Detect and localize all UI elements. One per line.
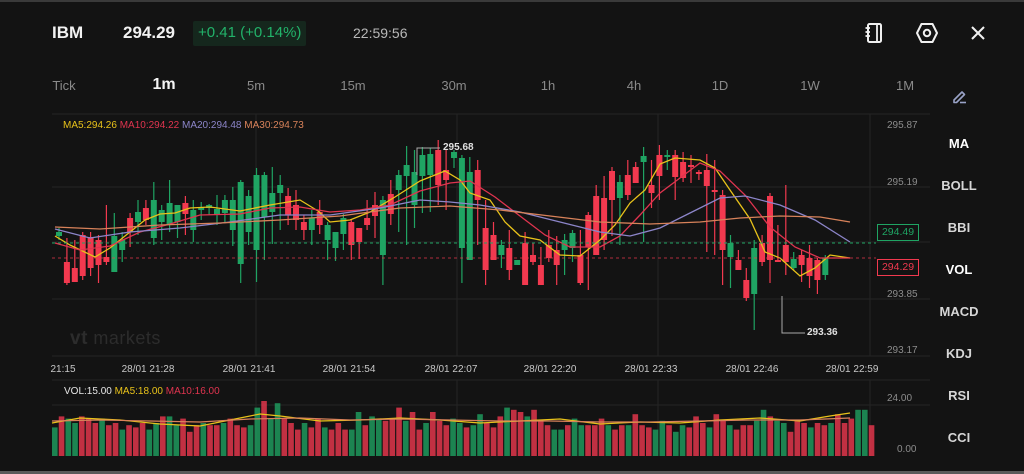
tab-5m[interactable]: 5m [246,78,266,93]
tab-15m[interactable]: 15m [340,78,366,93]
indicator-cci[interactable]: CCI [947,430,971,445]
volume-axis-label: 24.00 [887,393,913,404]
indicator-boll[interactable]: BOLL [941,178,977,193]
tab-4h[interactable]: 4h [626,78,642,93]
price-axis-label: 295.87 [887,120,918,131]
tab-1d[interactable]: 1D [711,78,729,93]
time-axis-label: 28/01 22:59 [825,364,879,375]
top-bar: IBM 294.29 +0.41 (+0.14%) 22:59:56 [0,0,1024,64]
vol-value: VOL:15.00 [64,386,112,397]
time-axis-label: 28/01 21:41 [222,364,276,375]
draw-pen-icon[interactable] [951,87,969,105]
ma-legend: MA5:294.26 MA10:294.22 MA20:294.48 MA30:… [63,120,304,131]
volume-bars [52,401,875,456]
ma30-value: MA30:294.73 [244,120,304,131]
close-icon[interactable] [965,20,991,46]
time-axis-label: 28/01 21:28 [121,364,175,375]
ma5-line [54,157,851,277]
quote-time: 22:59:56 [353,25,408,41]
volume-axis-label: 0.00 [897,444,917,455]
ma10-value: MA10:294.22 [119,120,180,131]
volume-ma-lines [51,412,851,427]
tab-1m[interactable]: 1m [152,76,176,93]
ma-price-tag: 294.49 [877,224,919,241]
indicator-bbi[interactable]: BBI [947,220,971,235]
indicator-ma[interactable]: MA [948,136,970,151]
tab-30m[interactable]: 30m [441,78,467,93]
candlestick-chart[interactable] [0,0,930,474]
notebook-icon[interactable] [861,20,887,46]
indicator-rsi[interactable]: RSI [948,388,970,403]
timeframe-tabs: Tick 1m 5m 15m 30m 1h 4h 1D 1W 1M [0,72,930,100]
ma5-value: MA5:294.26 [63,120,117,131]
last-price-tag: 294.29 [877,259,919,276]
grid-lines [52,113,930,456]
time-axis-label: 28/01 21:54 [322,364,376,375]
vol-ma5-value: MA5:18.00 [114,386,163,397]
time-axis-label: 21:15 [50,364,76,375]
tab-1m-month[interactable]: 1M [895,78,915,93]
price-axis-label: 293.17 [887,345,918,356]
symbol: IBM [52,23,84,42]
settings-hex-icon[interactable] [914,20,940,46]
price-axis-label: 295.19 [887,177,918,188]
ma10-line [54,162,850,259]
indicator-kdj[interactable]: KDJ [945,346,972,361]
time-axis-label: 28/01 22:46 [725,364,779,375]
high-marker-line [416,147,440,175]
low-annotation: 293.36 [807,327,838,338]
indicator-macd[interactable]: MACD [939,304,979,319]
ma20-line [54,195,851,243]
ma20-value: MA20:294.48 [182,120,242,131]
vt-markets-watermark: vt markets [70,328,161,349]
vol-ma10-value: MA10:16.00 [165,386,220,397]
tab-1w[interactable]: 1W [800,78,820,93]
indicator-vol[interactable]: VOL [945,262,973,277]
last-price: 294.29 [123,23,175,42]
time-axis-label: 28/01 22:07 [424,364,478,375]
tab-1h[interactable]: 1h [540,78,556,93]
ma30-line [54,205,851,230]
ma-lines [54,157,851,277]
low-marker-line [781,296,805,334]
price-axis-label: 293.85 [887,289,918,300]
price-change-badge: +0.41 (+0.14%) [193,21,307,46]
volume-legend: VOL:15.00 MA5:18.00 MA10:16.00 [64,386,220,397]
time-axis-label: 28/01 22:33 [624,364,678,375]
candles [56,140,829,330]
time-axis-label: 28/01 22:20 [523,364,577,375]
high-annotation: 295.68 [443,142,474,153]
tab-tick[interactable]: Tick [52,78,76,93]
bottom-edge [0,471,1024,474]
